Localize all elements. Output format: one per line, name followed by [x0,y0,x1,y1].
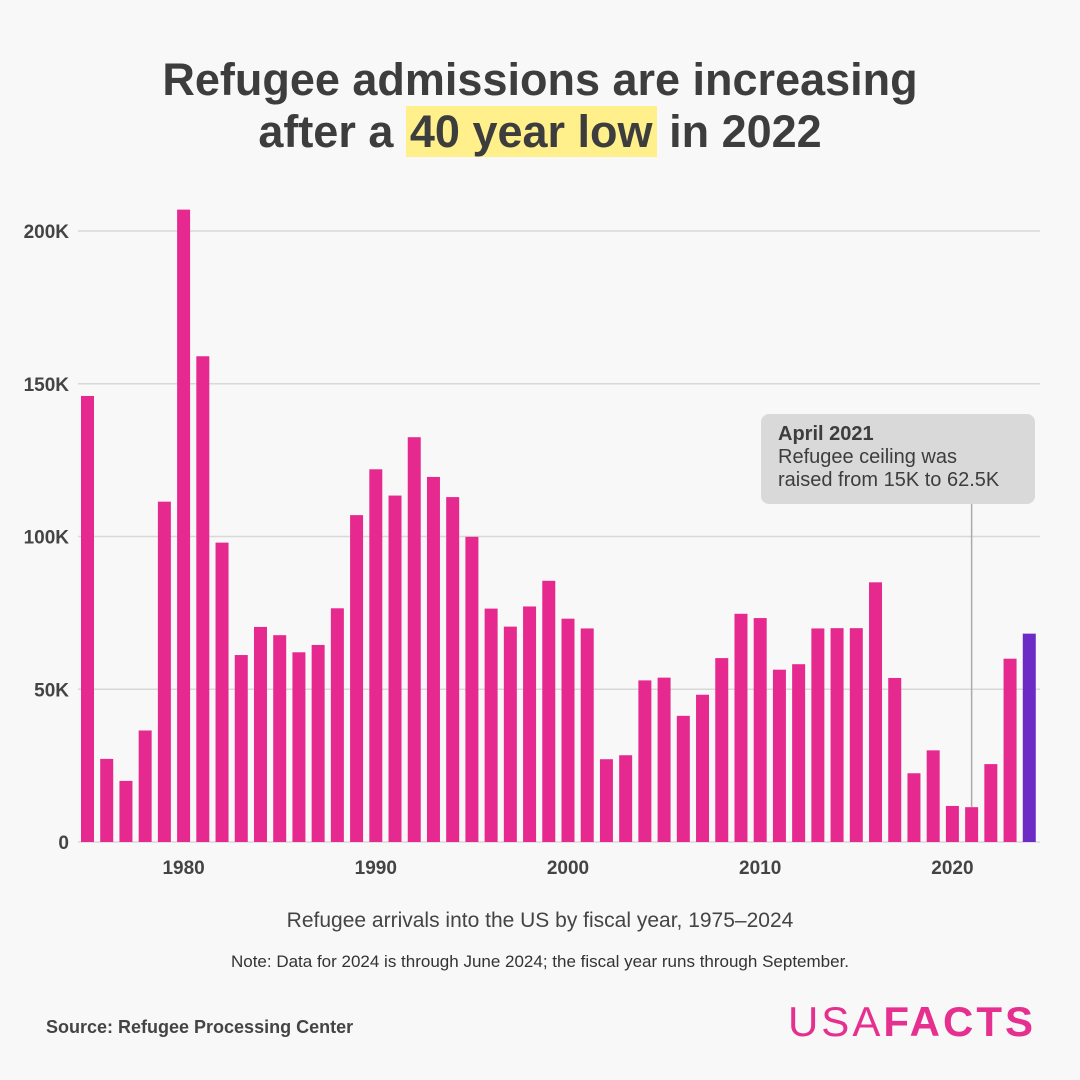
bar-1992 [407,437,421,842]
x-tick-label: 1990 [355,858,397,879]
bar-2000 [561,618,575,842]
bar-2024 [1022,633,1036,842]
bar-2017 [888,677,902,842]
x-tick-label: 1980 [162,858,204,879]
bar-1996 [484,608,498,842]
bar-2004 [638,680,652,842]
annotation-line2: raised from 15K to 62.5K [778,469,1000,491]
bar-1979 [157,501,171,842]
bar-1998 [523,606,537,842]
usafacts-logo: USAFACTS [788,998,1036,1046]
bar-2016 [869,582,883,842]
bar-1990 [369,469,383,842]
y-tick-label: 0 [58,833,69,854]
annotation-line1: Refugee ceiling was [778,446,957,468]
bar-1991 [388,495,402,842]
bar-1981 [196,356,210,842]
chart-title-line1: Refugee admissions are increasing [162,54,918,105]
source: Source: Refugee Processing Center [46,1017,354,1037]
bar-1983 [234,655,248,842]
bar-2008 [715,658,729,842]
chart-note: Note: Data for 2024 is through June 2024… [230,952,850,971]
bar-1986 [292,652,306,842]
bar-2007 [696,694,710,842]
bar-2021 [965,807,979,842]
bar-1995 [465,536,479,842]
bar-1989 [350,515,364,842]
bar-2019 [926,750,940,842]
bar-1997 [503,626,517,842]
y-tick-label: 100K [24,528,70,549]
bar-1977 [119,780,133,842]
bar-2002 [599,759,613,842]
x-axis-label: Refugee arrivals into the US by fiscal y… [286,909,794,932]
bar-2015 [849,628,863,842]
bar-1978 [138,730,152,842]
bar-1985 [273,635,287,842]
bar-1988 [330,608,344,842]
bar-1987 [311,644,325,842]
chart-title-line2: after a 40 year low in 2022 [0,106,1080,158]
bar-2012 [792,664,806,842]
logo-usa: USA [787,998,884,1045]
bar-2014 [830,628,844,842]
bar-1984 [253,626,267,842]
bar-2023 [1003,658,1017,842]
bar-2018 [907,773,921,842]
annotation-box: April 2021 Refugee ceiling was raised fr… [761,414,1035,504]
y-tick-label: 200K [24,222,70,243]
bar-2010 [753,618,767,842]
y-tick-label: 50K [34,680,69,701]
title-post: in 2022 [669,106,822,157]
bar-2001 [580,628,594,842]
bar-1982 [215,542,229,842]
bar-2020 [945,805,959,842]
bar-1976 [100,758,114,842]
bar-1980 [177,209,191,843]
x-tick-label: 2020 [931,858,973,879]
bar-2006 [676,715,690,842]
y-tick-label: 150K [24,375,70,396]
bar-2013 [811,628,825,842]
x-tick-label: 2000 [547,858,589,879]
bar-2011 [772,669,786,842]
bar-chart: 0 50K 100K 150K 200K 1980 1990 2000 2010 2020 [24,209,1040,879]
x-tick-label: 2010 [739,858,781,879]
bar-1999 [542,580,556,842]
bar-2022 [984,764,998,842]
annotation-title: April 2021 [778,423,874,445]
bar-2009 [734,613,748,842]
logo-facts: FACTS [883,998,1036,1045]
bar-2003 [619,755,633,842]
bar-2005 [657,677,671,842]
bar-1994 [446,497,460,842]
title-pre: after a [258,106,394,157]
title-highlight: 40 year low [405,106,657,157]
bar-1993 [426,476,440,842]
bar-1975 [81,395,94,842]
